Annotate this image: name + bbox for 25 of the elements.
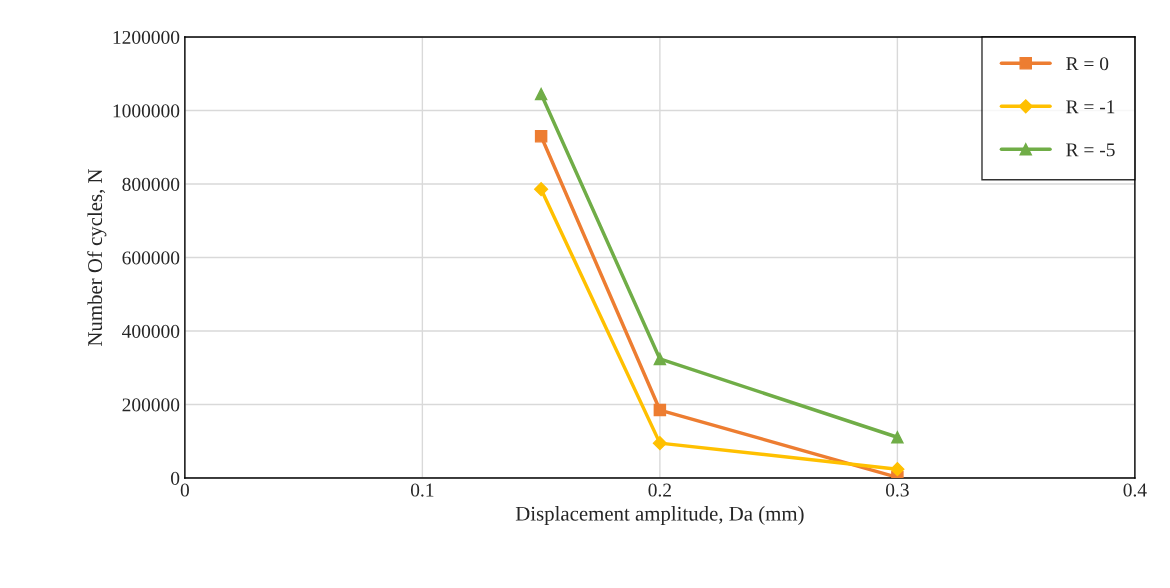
point — [653, 352, 667, 366]
x-axis-title: Displacement amplitude, Da (mm) — [515, 506, 804, 525]
y-tick-label: 1200000 — [113, 30, 180, 44]
y-axis-title: Number Of cycles, N — [87, 168, 107, 347]
point — [891, 431, 904, 444]
point — [534, 87, 548, 101]
point — [890, 462, 905, 477]
point — [652, 436, 667, 451]
legend-label: R = -5 — [1066, 143, 1115, 157]
y-tick-label: 1000000 — [113, 104, 180, 118]
x-tick-label: 0.3 — [885, 483, 909, 497]
y-tick-label: 200000 — [122, 398, 180, 412]
x-tick-label: 0.1 — [410, 483, 434, 497]
y-tick-label: 600000 — [122, 251, 180, 265]
y-tick-label: 0 — [171, 471, 180, 485]
legend-label: R = 0 — [1066, 57, 1109, 71]
point — [534, 130, 548, 143]
y-tick-label: 800000 — [122, 177, 180, 191]
x-tick-label: 0.2 — [648, 483, 671, 497]
x-tick-label: 0.4 — [1123, 483, 1147, 497]
point — [653, 403, 667, 417]
legend-label: R = -1 — [1066, 100, 1115, 114]
point — [534, 182, 549, 197]
x-tick-label: 0 — [180, 483, 189, 497]
y-tick-label: 400000 — [122, 324, 180, 338]
